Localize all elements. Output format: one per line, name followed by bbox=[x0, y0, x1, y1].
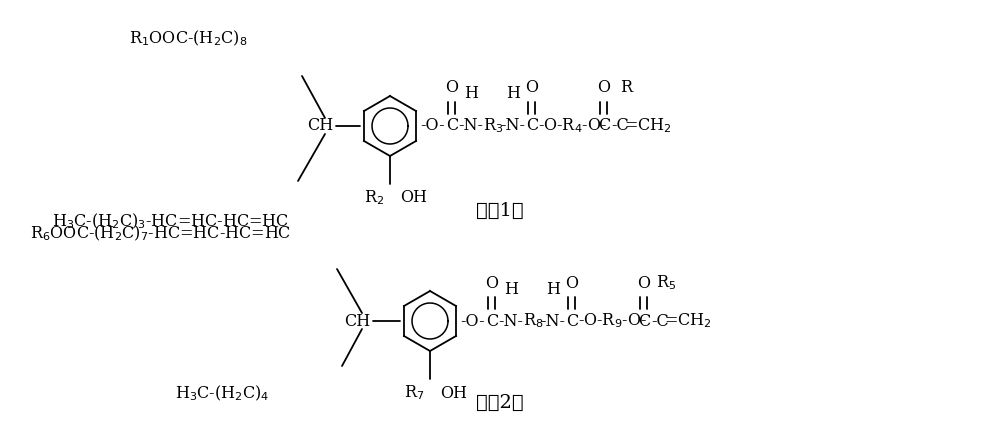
Text: O: O bbox=[566, 274, 578, 291]
Text: C: C bbox=[566, 312, 578, 330]
Text: OH: OH bbox=[440, 384, 468, 402]
Text: =CH$_2$: =CH$_2$ bbox=[624, 117, 672, 135]
Text: C: C bbox=[446, 117, 458, 134]
Text: R$_8$: R$_8$ bbox=[523, 312, 543, 330]
Text: O: O bbox=[598, 80, 610, 96]
Text: =CH$_2$: =CH$_2$ bbox=[664, 312, 712, 330]
Text: O: O bbox=[446, 80, 458, 96]
Text: H$_3$C-(H$_2$C)$_3$-HC=HC-HC=HC: H$_3$C-(H$_2$C)$_3$-HC=HC-HC=HC bbox=[52, 211, 289, 231]
Text: R$_1$OOC-(H$_2$C)$_8$: R$_1$OOC-(H$_2$C)$_8$ bbox=[129, 28, 248, 48]
Text: -C: -C bbox=[651, 312, 669, 330]
Text: CH: CH bbox=[307, 117, 333, 134]
Text: 式（2）: 式（2） bbox=[476, 394, 524, 412]
Text: H: H bbox=[506, 85, 520, 102]
Text: O: O bbox=[486, 274, 498, 291]
Text: 式（1）: 式（1） bbox=[476, 202, 524, 220]
Text: R$_6$OOC-(H$_2$C)$_7$-HC=HC-HC=HC: R$_6$OOC-(H$_2$C)$_7$-HC=HC-HC=HC bbox=[30, 223, 291, 242]
Text: -C: -C bbox=[611, 117, 629, 134]
Text: R$_5$: R$_5$ bbox=[656, 274, 676, 292]
Text: -N-: -N- bbox=[498, 312, 524, 330]
Text: CH: CH bbox=[344, 312, 370, 330]
Text: OH: OH bbox=[400, 189, 428, 206]
Text: H$_3$C-(H$_2$C)$_4$: H$_3$C-(H$_2$C)$_4$ bbox=[175, 383, 269, 403]
Text: H: H bbox=[504, 280, 518, 298]
Text: R$_2$: R$_2$ bbox=[364, 189, 384, 208]
Text: H: H bbox=[546, 280, 560, 298]
Text: H: H bbox=[464, 85, 478, 102]
Text: R$_3$: R$_3$ bbox=[483, 117, 503, 135]
Text: R: R bbox=[620, 80, 632, 96]
Text: O: O bbox=[638, 274, 650, 291]
Text: C: C bbox=[486, 312, 498, 330]
Text: -O-: -O- bbox=[421, 117, 445, 134]
Text: R$_7$: R$_7$ bbox=[404, 384, 424, 402]
Text: -O-R$_9$-O-: -O-R$_9$-O- bbox=[578, 312, 646, 330]
Text: -N-: -N- bbox=[501, 117, 526, 134]
Text: C: C bbox=[638, 312, 650, 330]
Text: O: O bbox=[526, 80, 538, 96]
Text: -O-R$_4$-O-: -O-R$_4$-O- bbox=[538, 117, 606, 135]
Text: -N-: -N- bbox=[540, 312, 566, 330]
Text: C: C bbox=[598, 117, 610, 134]
Text: -N-: -N- bbox=[458, 117, 484, 134]
Text: -O-: -O- bbox=[461, 312, 485, 330]
Text: C: C bbox=[526, 117, 538, 134]
